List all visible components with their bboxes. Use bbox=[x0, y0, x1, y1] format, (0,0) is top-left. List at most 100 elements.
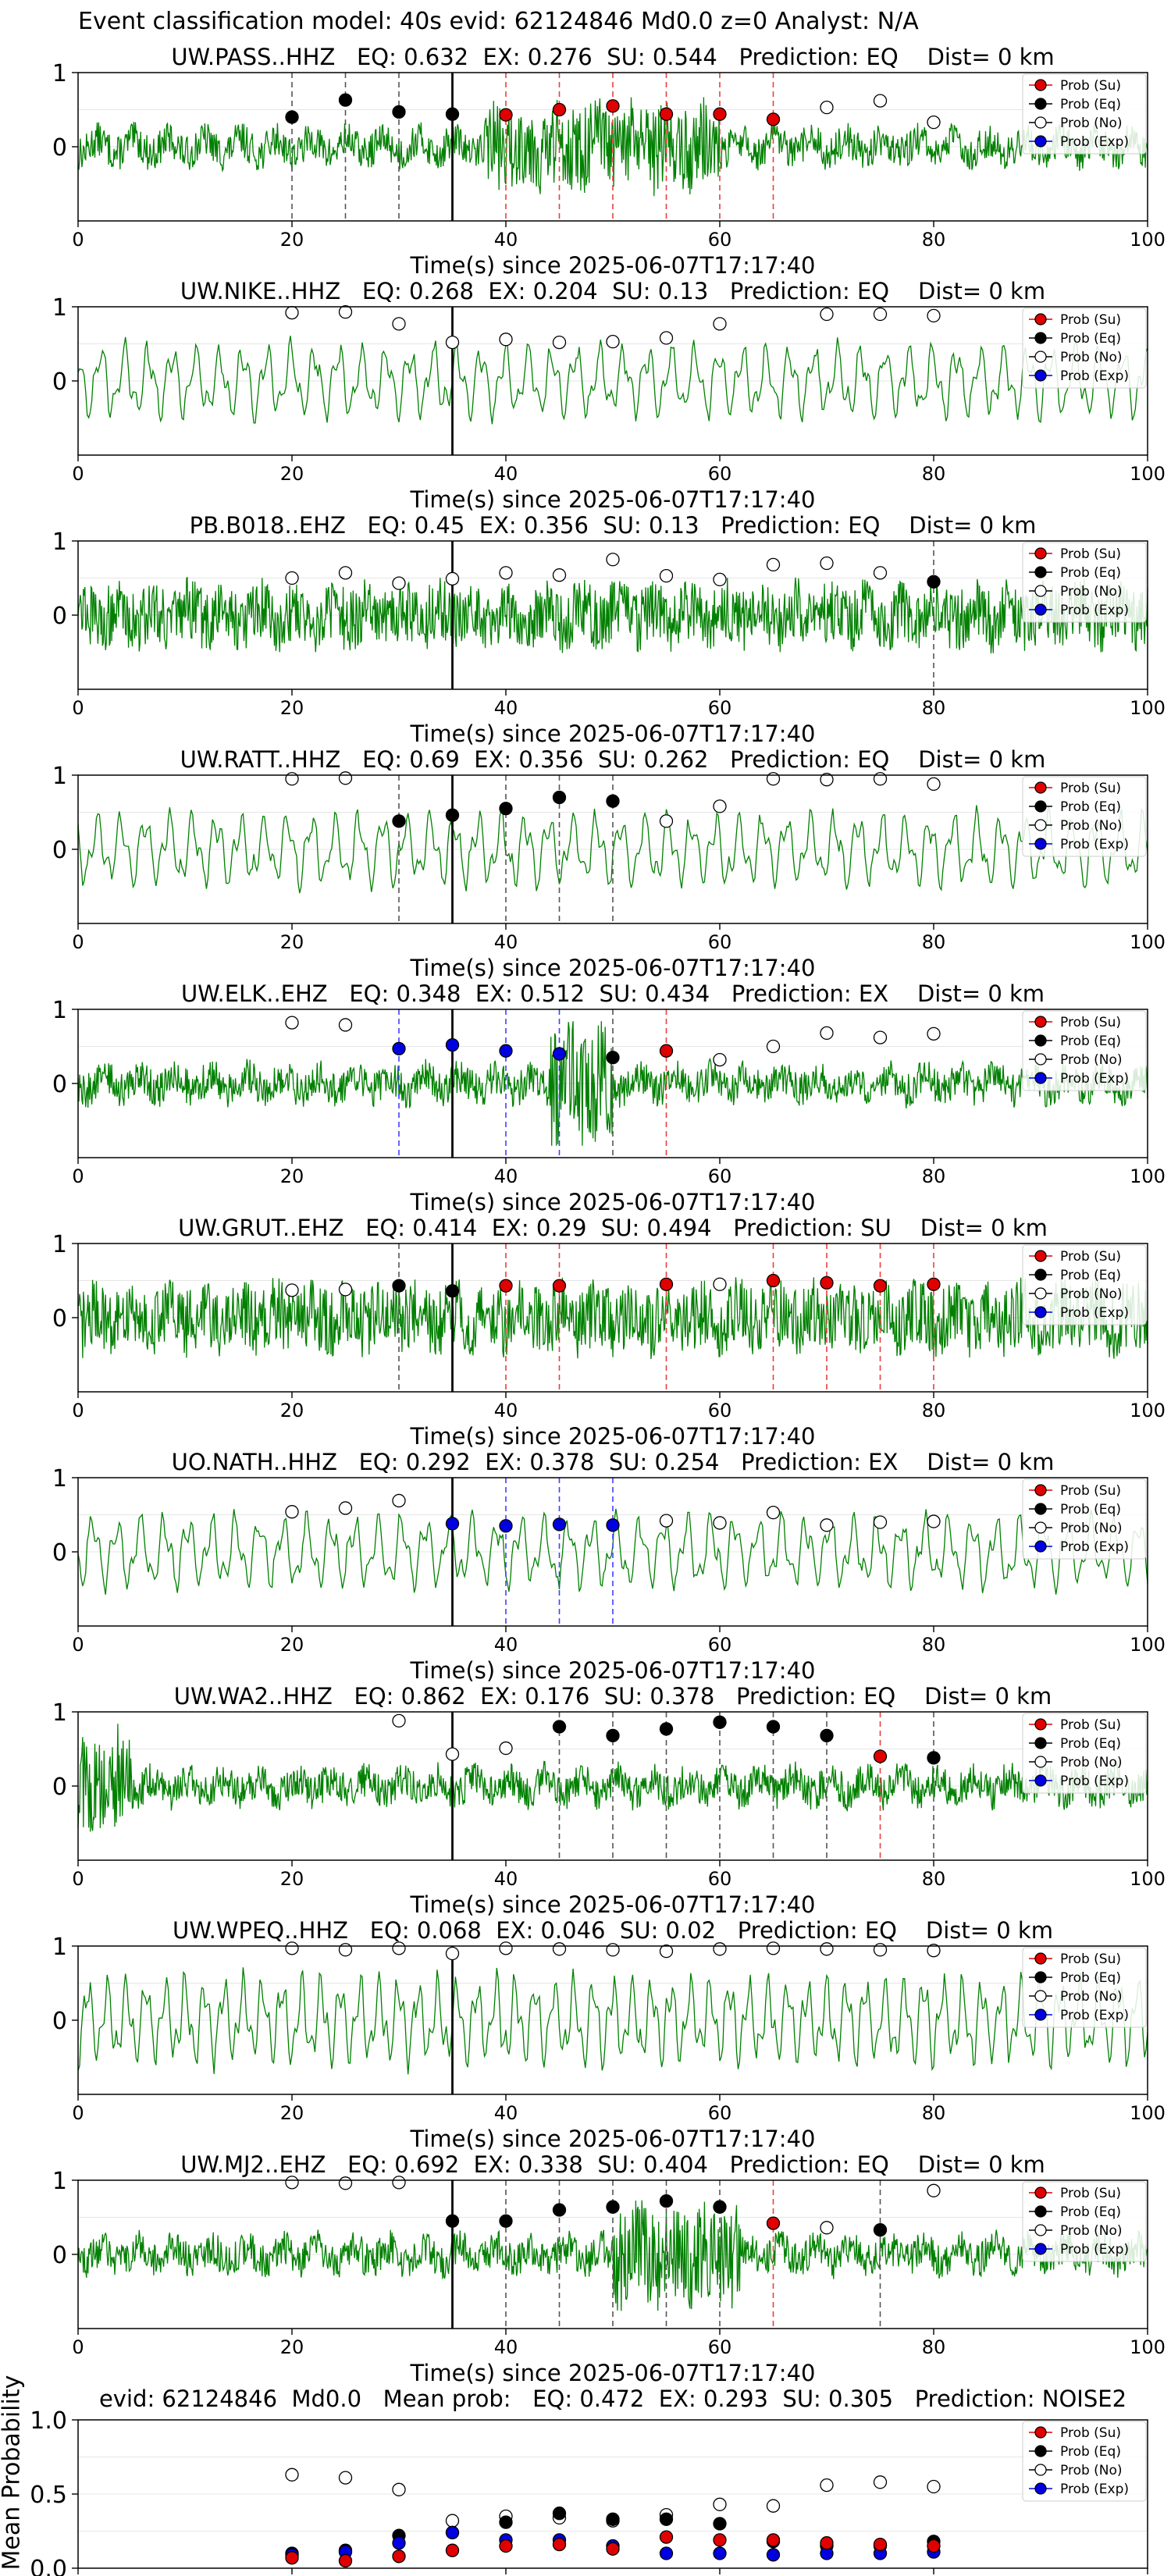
station-panel: PB.B018..EHZ EQ: 0.45 EX: 0.356 SU: 0.13… bbox=[0, 512, 1171, 749]
y-tick-label: 0 bbox=[52, 1305, 67, 1332]
probability-point bbox=[499, 108, 513, 122]
probability-point bbox=[499, 566, 513, 580]
probability-point bbox=[285, 772, 299, 786]
probability-point bbox=[445, 1747, 460, 1761]
mean-probability-point bbox=[873, 2537, 888, 2552]
probability-point bbox=[445, 335, 460, 350]
mean-probability-point bbox=[606, 2512, 620, 2526]
probability-point bbox=[392, 2176, 406, 2190]
probability-point bbox=[285, 571, 299, 585]
mean-probability-point bbox=[820, 2536, 834, 2550]
legend-marker bbox=[1034, 603, 1047, 616]
legend: Prob (Su) Prob (Eq) Prob (No) Prob (Exp) bbox=[1022, 1947, 1147, 2028]
probability-point bbox=[606, 335, 620, 349]
x-tick-label: 20 bbox=[280, 2336, 304, 2358]
legend-marker bbox=[1034, 1774, 1047, 1787]
probability-point bbox=[445, 571, 460, 586]
station-panel: UW.ELK..EHZ EQ: 0.348 EX: 0.512 SU: 0.43… bbox=[0, 980, 1171, 1218]
panel-title: UW.PASS..HHZ EQ: 0.632 EX: 0.276 SU: 0.5… bbox=[171, 44, 1055, 70]
legend-label: Prob (Eq) bbox=[1060, 1502, 1121, 1517]
waveform-trace bbox=[77, 1021, 1148, 1146]
legend-label: Prob (Su) bbox=[1060, 2425, 1121, 2441]
probability-point bbox=[873, 772, 888, 786]
probability-point bbox=[338, 566, 353, 580]
x-tick-label: 60 bbox=[708, 931, 732, 953]
probability-point bbox=[659, 1944, 674, 1959]
legend-marker bbox=[1034, 2205, 1047, 2218]
legend: Prob (Su) Prob (Eq) Prob (No) Prob (Exp) bbox=[1022, 2421, 1147, 2502]
legend-box bbox=[1022, 776, 1147, 857]
probability-point bbox=[659, 569, 674, 583]
legend-label: Prob (Eq) bbox=[1060, 1736, 1121, 1752]
panel-title: UO.NATH..HHZ EQ: 0.292 EX: 0.378 SU: 0.2… bbox=[171, 1449, 1055, 1475]
legend-marker bbox=[1034, 1756, 1047, 1768]
probability-point bbox=[873, 1943, 888, 1957]
x-tick-label: 80 bbox=[922, 1868, 946, 1890]
legend-label: Prob (Eq) bbox=[1060, 799, 1121, 815]
y-tick-label: 0 bbox=[52, 837, 67, 864]
legend-marker bbox=[1034, 2224, 1047, 2236]
probability-point bbox=[927, 1751, 941, 1765]
probability-point bbox=[552, 790, 567, 805]
station-panel: UO.NATH..HHZ EQ: 0.292 EX: 0.378 SU: 0.2… bbox=[0, 1449, 1171, 1686]
x-tick-label: 100 bbox=[1130, 1165, 1166, 1187]
y-tick-label: 0.5 bbox=[30, 2482, 67, 2509]
x-tick-label: 100 bbox=[1130, 2336, 1166, 2358]
x-tick-label: 20 bbox=[280, 1868, 304, 1890]
probability-point bbox=[552, 568, 567, 582]
mean-probability-point bbox=[659, 2512, 674, 2526]
mean-probability-point bbox=[766, 2548, 781, 2562]
panel-xlabel: Time(s) since 2025-06-07T17:17:40 bbox=[410, 2126, 816, 2152]
legend-marker bbox=[1034, 1737, 1047, 1749]
probability-point bbox=[927, 308, 941, 323]
probability-point bbox=[820, 1518, 834, 1532]
x-tick-label: 60 bbox=[708, 2102, 732, 2124]
probability-point bbox=[713, 799, 727, 813]
x-tick-label: 20 bbox=[280, 931, 304, 953]
probability-point bbox=[873, 94, 888, 108]
probability-point bbox=[499, 1044, 513, 1058]
y-tick-label: 0 bbox=[52, 603, 67, 630]
probability-point bbox=[766, 112, 781, 126]
probability-point bbox=[338, 1018, 353, 1032]
y-tick-label: 0 bbox=[52, 1071, 67, 1098]
mean-probability-point bbox=[766, 2499, 781, 2513]
summary-title: evid: 62124846 Md0.0 Mean prob: EQ: 0.47… bbox=[98, 2386, 1127, 2412]
station-panel: UW.NIKE..HHZ EQ: 0.268 EX: 0.204 SU: 0.1… bbox=[0, 278, 1171, 515]
y-tick-label: 0 bbox=[52, 2008, 67, 2035]
panel-xlabel: Time(s) since 2025-06-07T17:17:40 bbox=[410, 1189, 816, 1215]
y-tick-label: 1 bbox=[52, 1465, 67, 1493]
probability-point bbox=[873, 307, 888, 322]
probability-point bbox=[606, 1051, 620, 1065]
legend-marker bbox=[1034, 1484, 1047, 1496]
x-tick-label: 0 bbox=[72, 1165, 84, 1187]
y-tick-label: 0 bbox=[52, 134, 67, 162]
legend-marker bbox=[1034, 98, 1047, 110]
probability-point bbox=[392, 1041, 406, 1055]
panel-xlabel: Time(s) since 2025-06-07T17:17:40 bbox=[410, 1657, 816, 1684]
mean-probability-point bbox=[392, 2482, 406, 2496]
x-tick-label: 80 bbox=[922, 697, 946, 719]
probability-point bbox=[445, 1517, 460, 1531]
legend-label: Prob (Eq) bbox=[1060, 97, 1121, 112]
legend-label: Prob (Exp) bbox=[1060, 368, 1129, 384]
legend-label: Prob (Su) bbox=[1060, 78, 1121, 94]
legend-marker bbox=[1034, 79, 1047, 91]
probability-point bbox=[927, 777, 941, 792]
mean-probability-point bbox=[659, 2530, 674, 2544]
probability-point bbox=[499, 1941, 513, 1955]
x-tick-label: 20 bbox=[280, 2102, 304, 2124]
station-panel: UW.RATT..HHZ EQ: 0.69 EX: 0.356 SU: 0.26… bbox=[0, 746, 1171, 984]
legend-label: Prob (Eq) bbox=[1060, 1970, 1121, 1986]
probability-point bbox=[285, 2176, 299, 2190]
legend-label: Prob (Exp) bbox=[1060, 2482, 1129, 2497]
probability-point bbox=[499, 2214, 513, 2228]
legend-marker bbox=[1034, 838, 1047, 850]
probability-point bbox=[445, 1037, 460, 1052]
probability-point bbox=[766, 1941, 781, 1955]
x-tick-label: 80 bbox=[922, 1165, 946, 1187]
